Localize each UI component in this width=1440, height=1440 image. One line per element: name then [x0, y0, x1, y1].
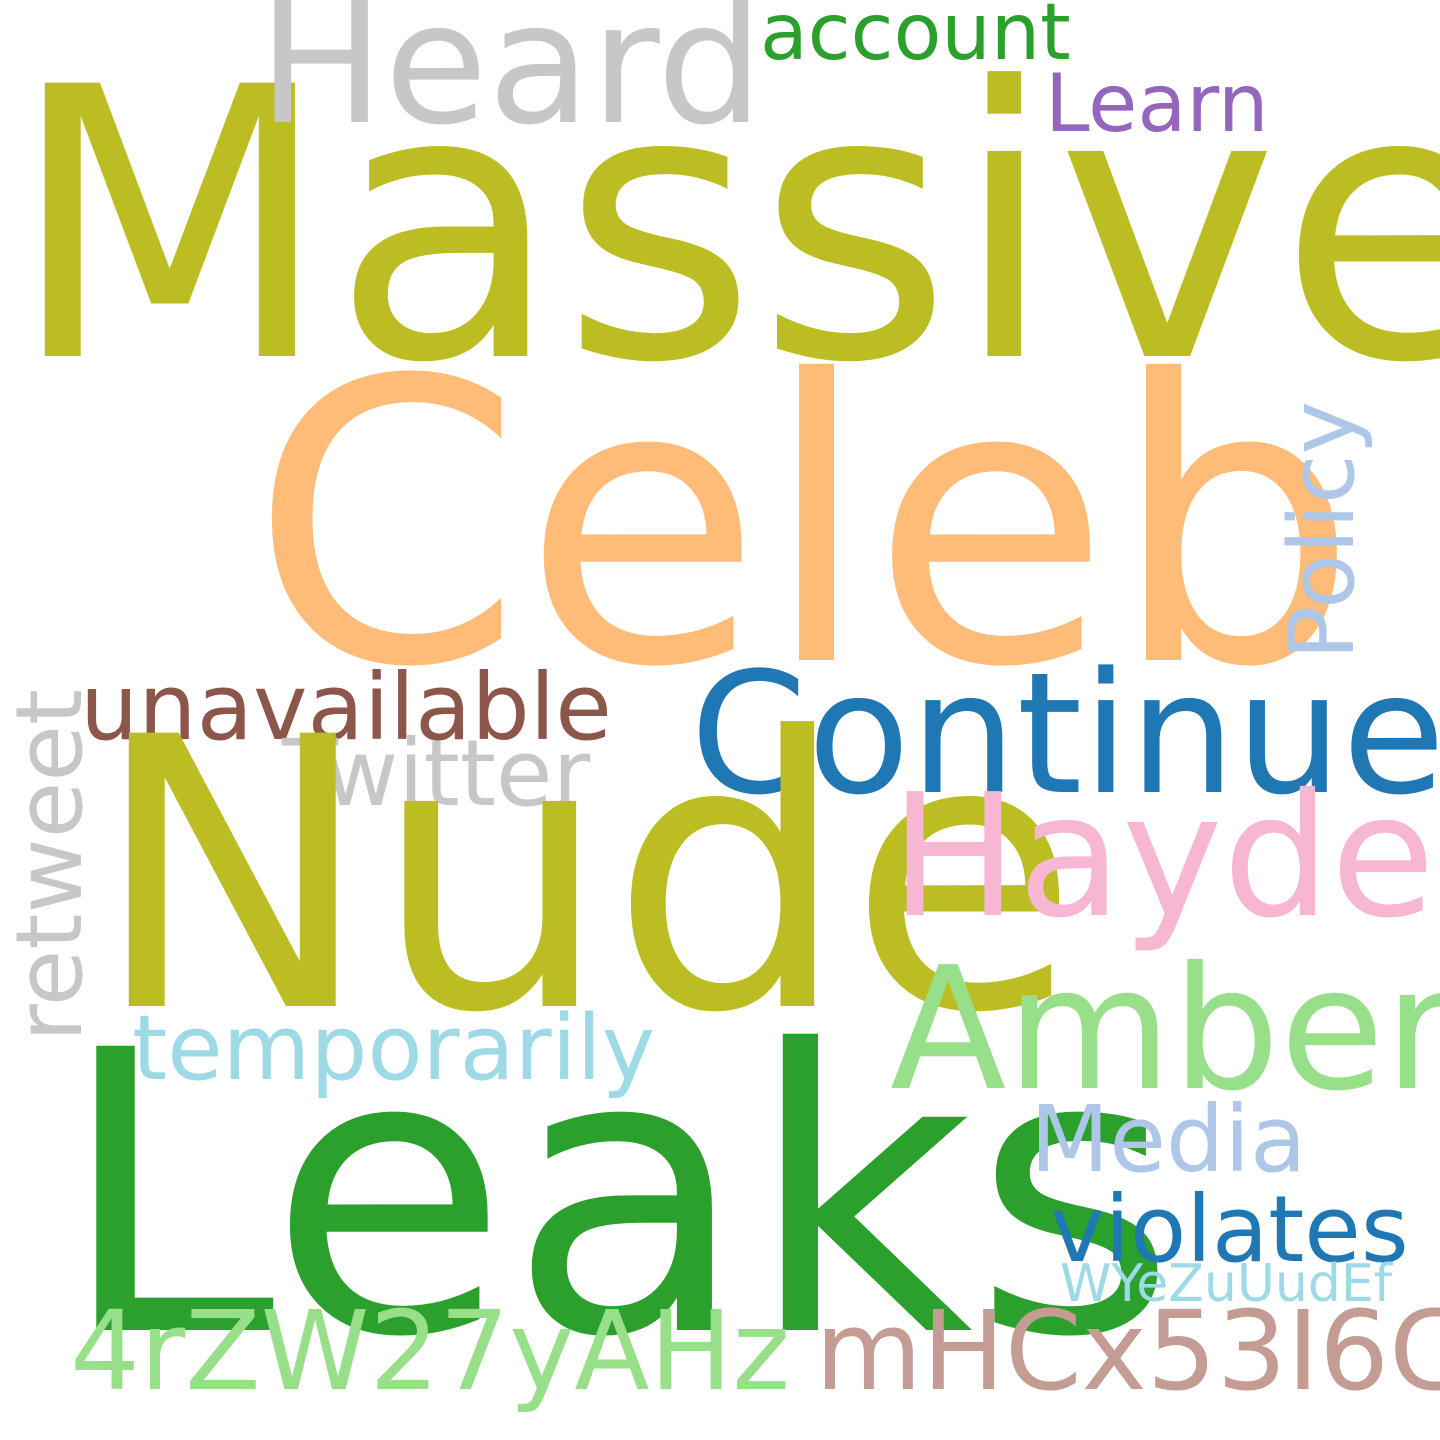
word-mhcx53i6ca: mHCx53I6Ca	[815, 1287, 1440, 1415]
word-nude: Nude	[92, 659, 1079, 1095]
word-policy: Policy	[1270, 401, 1375, 660]
word-learn: Learn	[1045, 57, 1269, 150]
word-4rzw27yahz: 4rZW27yAHz	[70, 1287, 791, 1415]
word-unavailable: unavailable	[80, 654, 612, 761]
word-amber: Amber	[890, 931, 1440, 1129]
word-violates: violates	[1050, 1176, 1409, 1283]
word-hayden: Hayden	[890, 758, 1440, 956]
word-twitter: Twitter	[282, 720, 591, 827]
word-wyezuuudef: WYeZuUudEf	[1060, 1254, 1393, 1314]
word-account: account	[760, 0, 1071, 78]
word-massive: Massive	[8, 9, 1440, 445]
word-continue: Continue	[690, 636, 1440, 832]
word-temporarily: temporarily	[132, 996, 655, 1101]
word-leaks: Leaks	[58, 968, 1177, 1422]
word-media: Media	[1030, 1086, 1307, 1193]
word-celeb: Celeb	[250, 298, 1359, 752]
word-heard: Heard	[258, 0, 764, 162]
